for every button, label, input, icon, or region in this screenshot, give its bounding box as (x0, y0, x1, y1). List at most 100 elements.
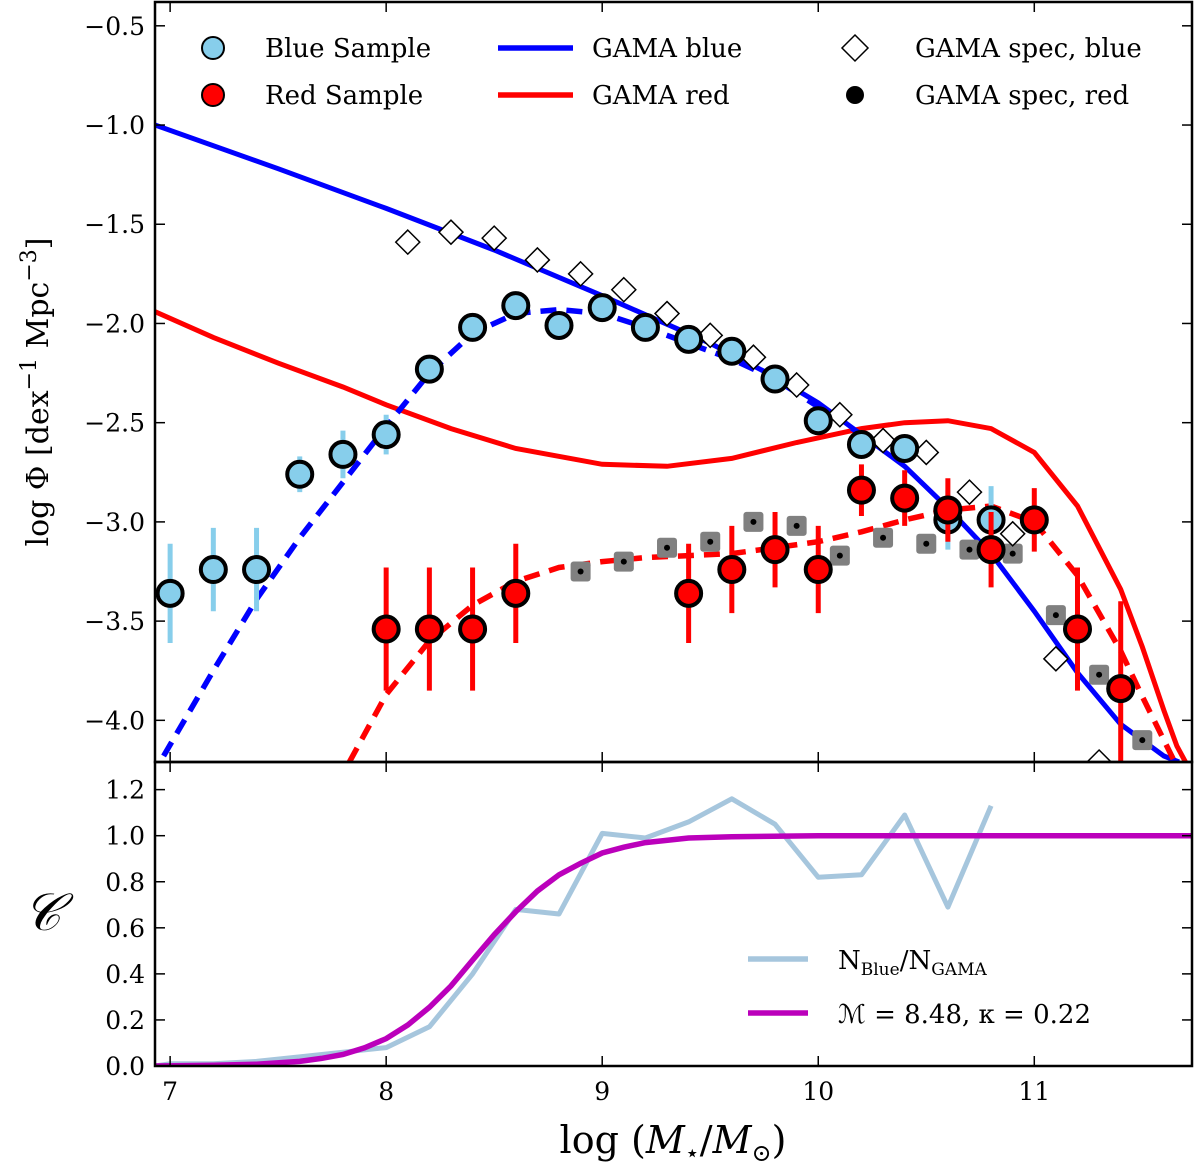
red-sample-point (717, 555, 747, 585)
blue-sample-point (285, 459, 315, 489)
gama-spec-blue-point (610, 276, 637, 303)
gama-red-curve (155, 309, 1188, 762)
red-sample-point (1019, 505, 1049, 535)
legend-label: Blue Sample (265, 34, 431, 64)
bottom-y-axis-label: 𝒞 (23, 883, 74, 943)
top-plot-area (155, 122, 1188, 762)
top-panel: −4.0 −3.5 −3.0 −2.5 −2.0 −1.5 −1.0 −0.5 log Φ [… (17, 0, 1194, 764)
blue-sample-point (155, 578, 185, 608)
bottom-plot-area (155, 796, 1192, 1066)
gama-spec-blue-point (1086, 748, 1113, 762)
red-sample-point (501, 578, 531, 608)
bottom-y-tick-label: 0.0 (105, 1052, 145, 1081)
x-tick-label: 8 (378, 1077, 394, 1106)
blue-sample-point (544, 310, 574, 340)
gama-spec-blue-point (394, 229, 421, 256)
legend-label: GAMA spec, blue (915, 34, 1142, 64)
gama-spec-red-point (750, 518, 757, 525)
gama-spec-red-point (620, 558, 627, 565)
x-tick-label: 11 (1018, 1077, 1050, 1106)
blue-sample-point (803, 406, 833, 436)
bottom-y-tick-label: 1.0 (105, 822, 145, 851)
x-tick-label: 9 (594, 1077, 610, 1106)
bottom-frame (153, 760, 1194, 1068)
gama-spec-blue-point (956, 479, 983, 506)
bottom-y-tick-label: 0.8 (105, 868, 145, 897)
blue-sample-point (242, 555, 272, 585)
gama-spec-red-point (880, 534, 887, 541)
gama-spec-red-point (1009, 550, 1016, 557)
top-y-axis-label: log Φ [dex−1 Mpc−3] (17, 238, 56, 547)
red-sample-point (933, 495, 963, 525)
top-frame (153, 0, 1194, 764)
red-sample-point (890, 483, 920, 513)
gama-spec-red-point (664, 544, 671, 551)
blue-sample-point (501, 291, 531, 321)
blue-sample-fit-curve (161, 306, 863, 758)
red-sample-point (458, 614, 488, 644)
red-sample-point (846, 475, 876, 505)
gama-spec-blue-point (826, 401, 853, 428)
legend-marker-circle (201, 83, 225, 107)
top-y-tick-label: −1.5 (84, 210, 145, 239)
blue-sample-point (760, 364, 790, 394)
blue-sample-point (328, 439, 358, 469)
red-sample-point (760, 535, 790, 565)
top-y-ticks: −4.0 −3.5 −3.0 −2.5 −2.0 −1.5 −1.0 −0.5 (84, 2, 1192, 762)
red-sample-point (976, 535, 1006, 565)
gama-spec-red-point (923, 540, 930, 547)
x-tick-label: 7 (162, 1077, 178, 1106)
top-y-tick-label: −2.0 (84, 309, 145, 338)
gama-spec-red-point (793, 522, 800, 529)
blue-sample-point (674, 324, 704, 354)
blue-sample-point (717, 336, 747, 366)
legend-marker-dot (846, 86, 864, 104)
red-sample-fit-curve (346, 503, 1178, 762)
blue-sample-point (458, 312, 488, 342)
red-sample-point (371, 614, 401, 644)
gama-blue-curve (155, 122, 1180, 762)
gama-spec-blue-point (567, 260, 594, 287)
red-sample-point (414, 614, 444, 644)
top-y-tick-label: −2.5 (84, 409, 145, 438)
x-axis-label: log (M⋆/M⊙) (560, 1118, 787, 1167)
gama-spec-red-point (577, 568, 584, 575)
legend-label: Red Sample (265, 81, 423, 111)
gama-spec-blue-point (653, 300, 681, 327)
gama-spec-red-point (1052, 612, 1059, 619)
red-sample-point (803, 555, 833, 585)
red-sample-point (1106, 674, 1136, 704)
bottom-y-tick-label: 0.2 (105, 1006, 145, 1035)
top-y-tick-label: −4.0 (84, 706, 145, 735)
gama-spec-blue-point (697, 322, 724, 349)
gama-spec-red-point (836, 552, 843, 559)
red-sample-point (1062, 614, 1092, 644)
blue-sample-point (371, 420, 401, 450)
gama-spec-blue-point (869, 427, 897, 454)
blue-sample-point (890, 433, 920, 463)
bottom-y-tick-label: 1.2 (105, 776, 145, 805)
top-y-tick-label: −1.0 (84, 111, 145, 140)
bottom-panel: 0.0 0.2 0.4 0.6 0.8 1.0 1.2 7 8 9 10 11 𝒞 NBlue/NGA… (23, 760, 1194, 1106)
legend-label: GAMA blue (592, 34, 742, 64)
top-legend: Blue Sample Red Sample GAMA blue GAMA red GA… (201, 33, 1142, 111)
bottom-y-tick-label: 0.4 (105, 960, 145, 989)
gama-spec-blue-point (524, 246, 551, 274)
ratio-curve (155, 796, 994, 1066)
red-sample-point (674, 578, 704, 608)
gama-spec-red-point (707, 538, 714, 545)
bottom-legend: NBlue/NGAMA ℳ = 8.48, κ = 0.22 (748, 946, 1091, 1030)
blue-sample-point (846, 430, 876, 460)
blue-sample-point (587, 293, 617, 323)
legend-label: NBlue/NGAMA (838, 946, 987, 980)
legend-label: GAMA spec, red (915, 81, 1129, 111)
legend-marker-diamond (840, 33, 870, 63)
top-y-tick-label: −0.5 (84, 12, 145, 41)
gama-spec-red-point (1139, 737, 1146, 744)
top-y-tick-label: −3.0 (84, 508, 145, 537)
gama-spec-blue-point (1042, 645, 1069, 672)
legend-label: GAMA red (592, 81, 730, 111)
legend-label: ℳ = 8.48, κ = 0.22 (838, 1000, 1091, 1030)
gama-spec-blue-point (999, 520, 1026, 547)
